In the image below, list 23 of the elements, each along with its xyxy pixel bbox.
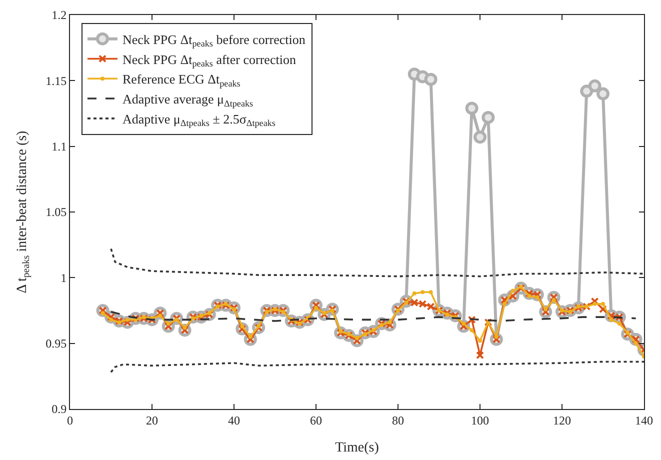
legend-label: Neck PPG Δt$_{peaks}$ after correction	[122, 52, 296, 69]
x-tick-label: 120	[553, 413, 571, 428]
x-axis-title: Time(s)	[335, 440, 380, 456]
y-tick-label: 1.05	[46, 205, 67, 220]
x-tick-label: 0	[67, 413, 73, 428]
y-tick-label: 1.1	[52, 140, 67, 154]
x-tick-label: 100	[471, 413, 489, 428]
x-tick-label: 80	[392, 413, 404, 428]
y-tick-label: 1	[60, 270, 67, 285]
x-tick-label: 20	[146, 413, 158, 428]
line-series	[110, 360, 644, 374]
line-series	[110, 248, 644, 278]
legend-label: Reference ECG Δt$_{peaks}$	[122, 72, 241, 88]
legend-label: Adaptive average μ$_{Δtpeaks}$	[122, 92, 254, 108]
legend-label: Adaptive μ$_{Δtpeaks}$ ± 2.5σ$_{Δtpeaks}$	[122, 112, 276, 128]
y-tick-label: 1.15	[46, 74, 67, 88]
y-tick-label: 0.95	[46, 336, 67, 351]
x-tick-label: 60	[310, 413, 322, 428]
x-tick-label: 40	[228, 413, 240, 428]
y-tick-label: 1.2	[52, 8, 67, 22]
y-tick-label: 0.9	[52, 402, 67, 416]
legend-label: Neck PPG Δt$_{peaks}$ before correction	[122, 32, 306, 49]
x-tick-label: 140	[635, 413, 653, 428]
